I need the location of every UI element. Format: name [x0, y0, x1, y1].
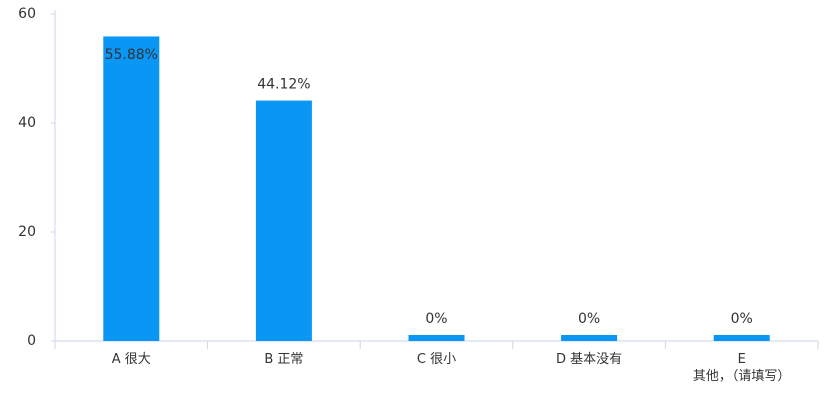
- value-label: 0%: [731, 311, 753, 327]
- bar: [713, 335, 770, 341]
- value-label: 44.12%: [257, 77, 310, 93]
- bar: [103, 36, 160, 341]
- x-tick-label: C 很小: [416, 352, 457, 367]
- y-tick-label: 60: [18, 6, 36, 22]
- value-label: 0%: [578, 311, 600, 327]
- x-tick-label: A 很大: [111, 352, 151, 367]
- value-label: 55.88%: [105, 47, 158, 63]
- bar: [408, 335, 465, 341]
- bar: [255, 100, 312, 342]
- y-tick-label: 40: [18, 115, 36, 131]
- y-tick-label: 0: [27, 333, 36, 349]
- x-tick-label: D 基本没有: [556, 352, 623, 367]
- x-tick-label: E 其他，（请填写）: [692, 352, 791, 384]
- bar: [561, 335, 618, 341]
- value-label: 0%: [425, 311, 447, 327]
- y-tick-label: 20: [18, 224, 36, 240]
- x-tick-label: B 正常: [264, 352, 304, 367]
